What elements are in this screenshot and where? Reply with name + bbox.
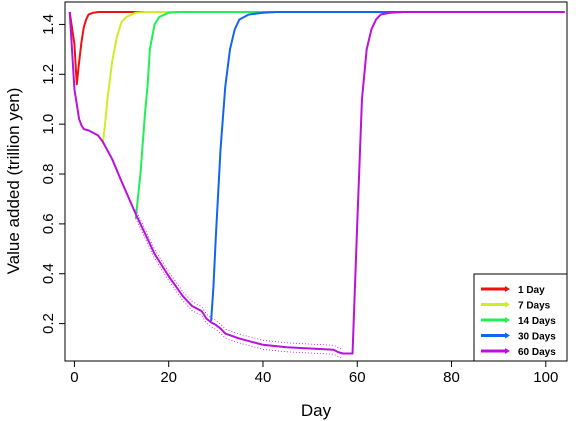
legend-label: 14 Days: [518, 316, 556, 327]
legend-arrow: [505, 286, 510, 292]
x-tick-label: 100: [533, 369, 558, 386]
y-tick-label: 0.6: [40, 213, 57, 234]
x-tick-label: 60: [349, 369, 366, 386]
y-tick-label: 0.2: [40, 313, 57, 334]
plot-frame: [64, 1, 568, 362]
legend-arrow: [505, 348, 510, 354]
y-tick-label: 1.2: [40, 64, 57, 85]
series-line-14-days: [134, 10, 565, 220]
y-tick-label: 0.8: [40, 164, 57, 185]
y-axis-title: Value added (trillion yen): [4, 88, 23, 275]
x-axis-title: Day: [301, 401, 332, 420]
series-line-1-day: [68, 10, 565, 86]
x-axis: 0 20 40 60 80 100: [70, 361, 558, 386]
legend-label: 60 Days: [518, 347, 556, 358]
x-tick-label: 40: [255, 369, 272, 386]
series-line-30-days: [210, 10, 565, 322]
y-axis: 0.2 0.4 0.6 0.8 1.0 1.2 1.4: [40, 14, 65, 334]
y-tick-label: 0.4: [40, 263, 57, 284]
x-tick-label: 80: [443, 369, 460, 386]
x-tick-label: 0: [70, 369, 78, 386]
legend: 1 Day 7 Days 14 Days 30 Days 60 Days: [473, 273, 568, 362]
series-lines: [68, 10, 565, 359]
x-tick-label: 20: [160, 369, 177, 386]
y-tick-label: 1.4: [40, 14, 57, 35]
y-tick-label: 1.0: [40, 114, 57, 135]
legend-label: 30 Days: [518, 332, 556, 343]
legend-arrow: [505, 332, 510, 339]
legend-label: 1 Day: [518, 285, 545, 296]
confidence-band-line: [135, 209, 344, 350]
legend-arrow: [505, 301, 510, 308]
confidence-band-line: [135, 218, 344, 359]
series-line-7-days: [101, 10, 565, 145]
legend-arrow: [505, 317, 510, 323]
legend-label: 7 Days: [518, 301, 551, 312]
series-line-60-days: [68, 10, 565, 355]
